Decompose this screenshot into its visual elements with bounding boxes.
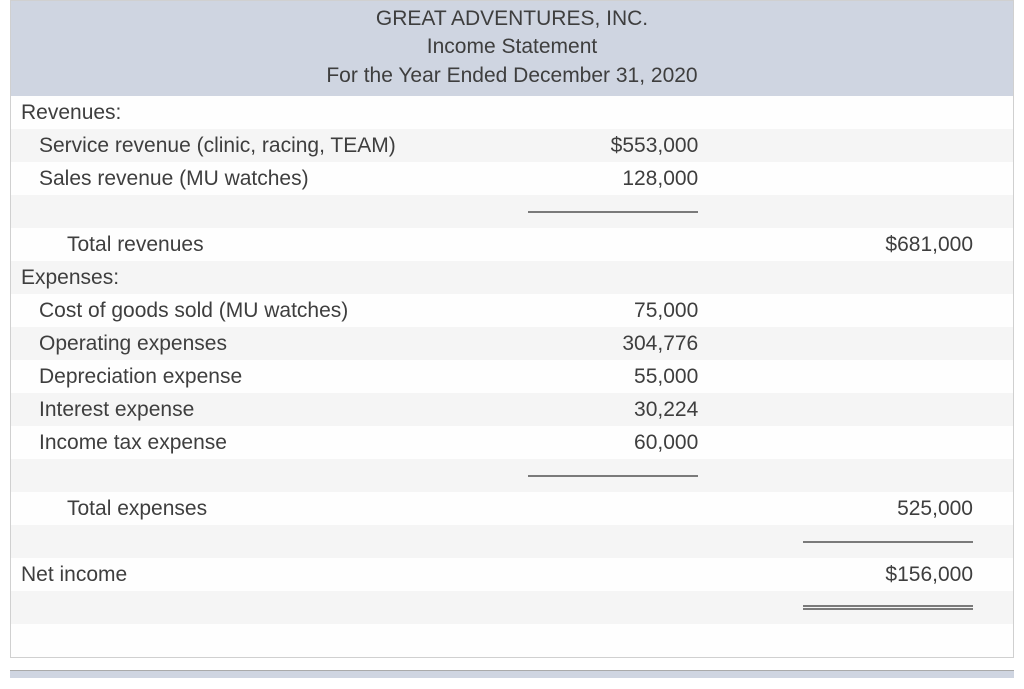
company-name: GREAT ADVENTURES, INC. [11,5,1013,33]
statement-period: For the Year Ended December 31, 2020 [11,62,1013,90]
table-row: Total expenses 525,000 [11,492,1013,525]
line-value: 128,000 [514,162,738,195]
line-label: Operating expenses [11,327,514,360]
table-row: Service revenue (clinic, racing, TEAM) $… [11,129,1013,162]
subtotal-rule [528,211,698,213]
line-value: 304,776 [514,327,738,360]
line-label: Total expenses [11,492,514,525]
statement-table: Revenues: Service revenue (clinic, racin… [11,96,1013,657]
bottom-scrollbar [10,670,1014,678]
line-label: Cost of goods sold (MU watches) [11,294,514,327]
line-value: 55,000 [514,360,738,393]
section-label: Expenses: [11,261,514,294]
line-label: Service revenue (clinic, racing, TEAM) [11,129,514,162]
table-row: Total revenues $681,000 [11,228,1013,261]
table-row: Revenues: [11,96,1013,129]
table-row [11,591,1013,624]
subtotal-rule [528,475,698,477]
line-value: $681,000 [738,228,1013,261]
table-row: Cost of goods sold (MU watches) 75,000 [11,294,1013,327]
table-row: Operating expenses 304,776 [11,327,1013,360]
line-label: Sales revenue (MU watches) [11,162,514,195]
line-label: Depreciation expense [11,360,514,393]
subtotal-rule [803,541,973,543]
line-value: 525,000 [738,492,1013,525]
line-value: 75,000 [514,294,738,327]
table-row: Interest expense 30,224 [11,393,1013,426]
statement-header: GREAT ADVENTURES, INC. Income Statement … [11,1,1013,96]
line-value: 30,224 [514,393,738,426]
line-label: Income tax expense [11,426,514,459]
line-label: Total revenues [11,228,514,261]
table-row: Depreciation expense 55,000 [11,360,1013,393]
line-label: Net income [11,558,514,591]
table-row: Sales revenue (MU watches) 128,000 [11,162,1013,195]
double-rule [803,605,973,610]
line-value: $553,000 [514,129,738,162]
line-value: $156,000 [738,558,1013,591]
table-row [11,195,1013,228]
line-label: Interest expense [11,393,514,426]
table-row [11,525,1013,558]
section-label: Revenues: [11,96,514,129]
table-row: Expenses: [11,261,1013,294]
table-row: Income tax expense 60,000 [11,426,1013,459]
line-value: 60,000 [514,426,738,459]
table-row [11,459,1013,492]
income-statement: GREAT ADVENTURES, INC. Income Statement … [10,0,1014,658]
statement-title: Income Statement [11,33,1013,61]
table-row: Net income $156,000 [11,558,1013,591]
table-row [11,624,1013,657]
